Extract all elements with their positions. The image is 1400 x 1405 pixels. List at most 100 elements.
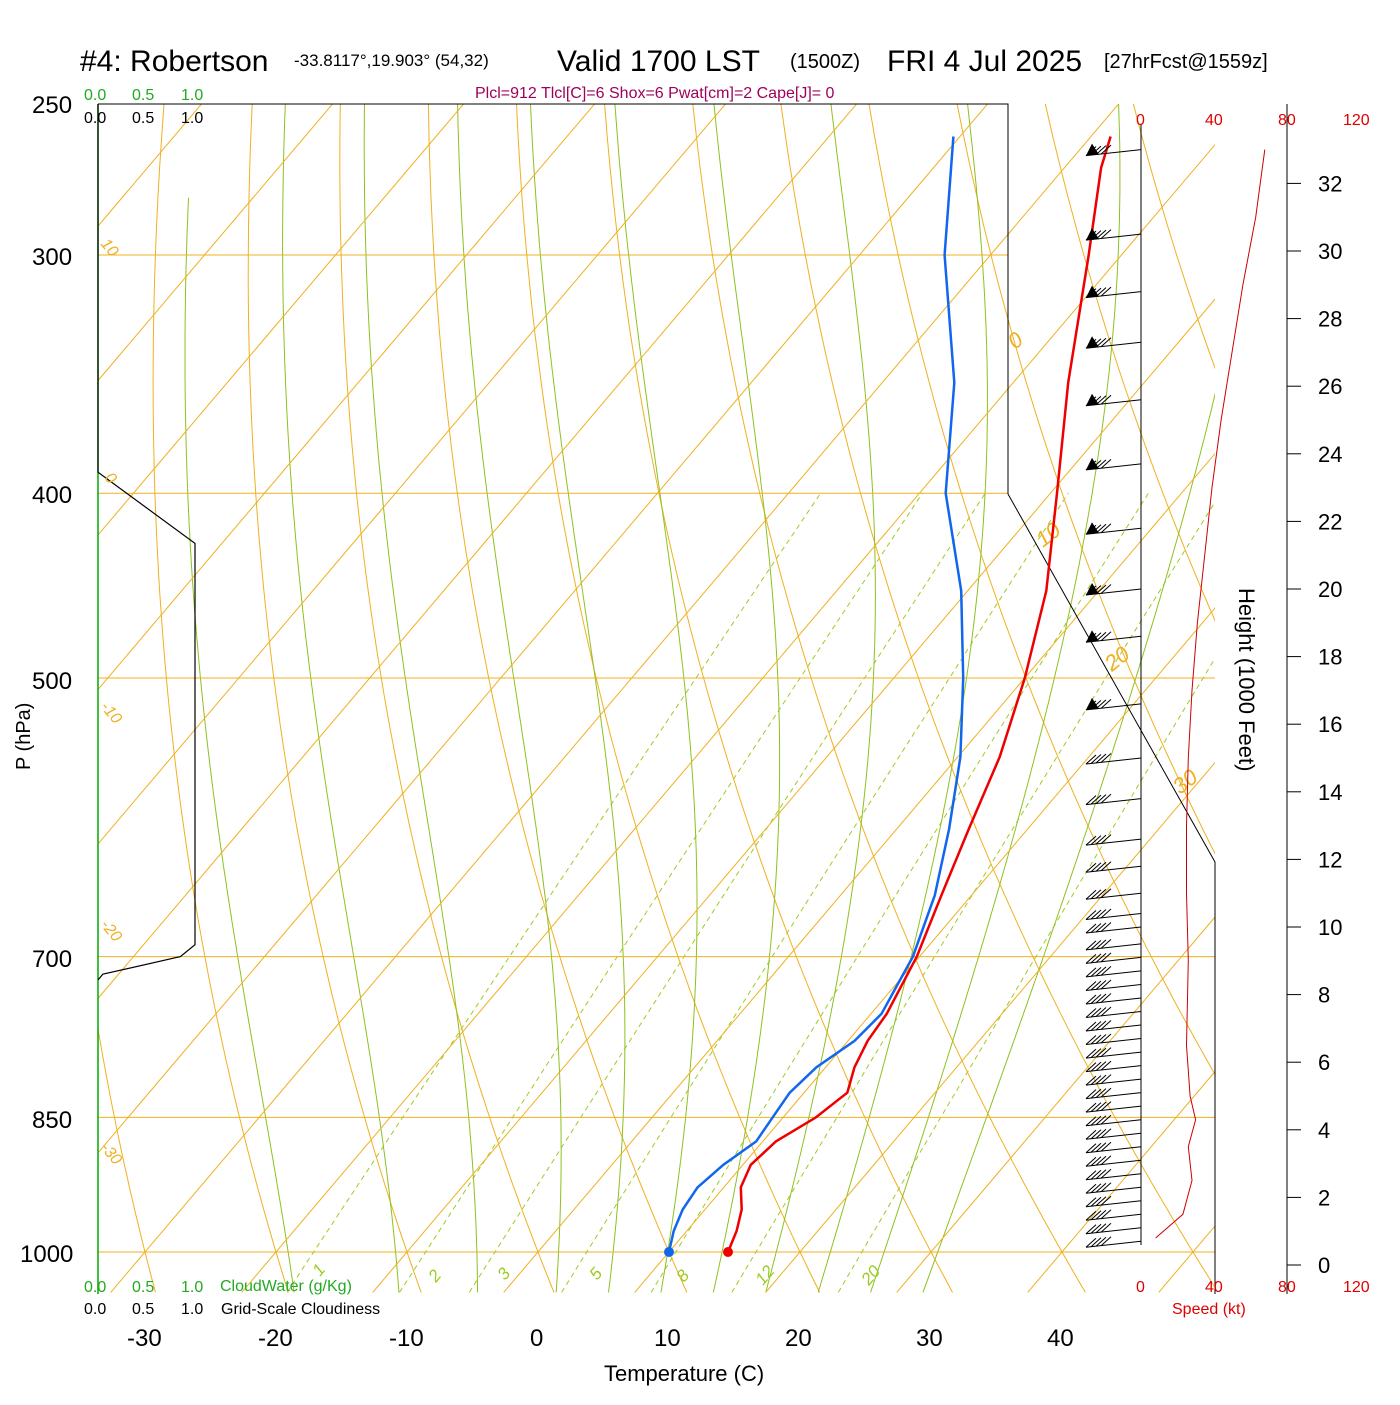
isotherm-line — [896, 916, 1215, 1293]
isotherm-line — [1027, 1070, 1215, 1293]
wind-barb — [1085, 888, 1142, 900]
wind-barb — [1085, 393, 1142, 407]
cloudiness-top-tick-2: 1.0 — [181, 110, 203, 127]
stability-indices: Plcl=912 Tlcl[C]=6 Shox=6 Pwat[cm]=2 Cap… — [475, 85, 835, 102]
isotherm-line — [98, 104, 858, 1000]
pressure-tick-0: 250 — [32, 92, 72, 119]
speed-bottom-tick-120: 120 — [1343, 1279, 1370, 1296]
wind-barb — [1085, 1141, 1142, 1154]
moist-adiabat-line — [870, 104, 1121, 1293]
mixing-label-1: 1 — [309, 1260, 330, 1279]
speed-top-tick-80: 80 — [1278, 112, 1296, 129]
wind-barb — [1085, 522, 1142, 535]
wind-barb — [1085, 1047, 1142, 1059]
wind-barb — [1085, 1006, 1142, 1018]
wind-barb — [1085, 979, 1142, 991]
mixing-ratio-lines — [286, 492, 1215, 1293]
wind-barb — [1085, 457, 1142, 471]
moist-adiabat-line — [282, 104, 400, 1293]
pressure-tick-4: 700 — [32, 946, 72, 973]
height-tick-label: 30 — [1318, 239, 1342, 264]
sounding-points — [664, 1247, 733, 1257]
wind-barb — [1085, 1209, 1142, 1221]
dewpoint-line — [667, 136, 965, 1253]
cloud-water-bottom-tick-1: 0.5 — [132, 1279, 154, 1296]
temperature-line — [726, 136, 1112, 1253]
wind-barb — [1085, 1101, 1142, 1113]
mixing-ratio-line — [837, 657, 1215, 1293]
height-axis-title: Height (1000 Feet) — [1234, 588, 1259, 771]
wind-barb — [1085, 966, 1142, 978]
valid-time: Valid 1700 LST — [557, 45, 760, 78]
height-tick-label: 8 — [1318, 983, 1330, 1008]
isotherm-label-30: 30 — [1168, 764, 1203, 799]
temp-tick-6: 30 — [916, 1325, 943, 1352]
mixing-ratio-line — [561, 492, 1069, 1293]
x-axis-title: Temperature (C) — [604, 1361, 764, 1386]
pressure-tick-5: 850 — [32, 1107, 72, 1134]
speed-bottom-tick-40: 40 — [1205, 1279, 1223, 1296]
temp-tick-7: 40 — [1047, 1325, 1074, 1352]
dry-adiabat-line — [692, 104, 1086, 1293]
height-tick-label: 24 — [1318, 442, 1342, 467]
cloud-top-axis: 0.0 0.5 1.0 0.0 0.5 1.0 — [84, 87, 203, 127]
temp-tick-1: -20 — [258, 1325, 293, 1352]
wind-barbs — [1085, 143, 1142, 1248]
mixing-ratio-labels: 1 2 3 5 8 12 20 — [309, 1260, 885, 1289]
isotherm-label-0: 0 — [1003, 326, 1029, 354]
speed-axis-bottom: 0 40 80 120 Speed (kt) — [1136, 1279, 1370, 1318]
left-label-minus20: -20 — [97, 917, 125, 946]
isotherms — [98, 104, 1215, 1293]
dry-adiabat-line — [0, 70, 23, 1292]
isotherm-labels: 0 10 20 30 — [1003, 326, 1203, 799]
cloud-water-label: CloudWater (g/Kg) — [220, 1278, 352, 1295]
height-tick-label: 28 — [1318, 307, 1342, 332]
cloud-water-top-tick-2: 1.0 — [181, 87, 203, 104]
height-tick-label: 6 — [1318, 1050, 1330, 1075]
cloudiness-top-tick-0: 0.0 — [84, 110, 106, 127]
moist-adiabat-line — [184, 197, 295, 1293]
dry-adiabat-line — [152, 104, 289, 1293]
height-tick-label: 2 — [1318, 1185, 1330, 1210]
temp-tick-5: 20 — [785, 1325, 812, 1352]
height-tick-label: 26 — [1318, 374, 1342, 399]
dry-adiabat-line — [1044, 104, 1215, 622]
speed-axis-title: Speed (kt) — [1172, 1301, 1246, 1318]
height-tick-label: 12 — [1318, 847, 1342, 872]
temperature-axis: -30 -20 -10 0 10 20 30 40 — [127, 1325, 1074, 1352]
cloudiness-bottom-tick-0: 0.0 — [84, 1301, 106, 1318]
moist-adiabat-line — [922, 392, 1215, 1293]
wind-barb — [1085, 1060, 1142, 1073]
wind-barb — [1085, 939, 1142, 951]
wind-barb — [1085, 908, 1142, 920]
isotherm-line — [98, 104, 989, 1154]
wind-barb — [1085, 1128, 1142, 1140]
temp-tick-4: 10 — [654, 1325, 681, 1352]
mixing-label-12: 12 — [752, 1261, 779, 1288]
mixing-label-5: 5 — [586, 1264, 607, 1284]
dry-adiabat-line — [339, 104, 555, 1293]
speed-bottom-tick-0: 0 — [1136, 1279, 1145, 1296]
mixing-label-2: 2 — [424, 1266, 446, 1287]
isotherm-line — [372, 298, 1215, 1293]
isotherm-line — [765, 761, 1215, 1293]
isotherm-label-20: 20 — [1099, 641, 1135, 677]
wind-barb — [1085, 583, 1142, 596]
height-tick-label: 0 — [1318, 1253, 1330, 1278]
moist-adiabat-line — [712, 104, 781, 1293]
mixing-ratio-line — [650, 492, 1149, 1293]
dry-adiabat-line — [868, 104, 1215, 1076]
height-tick-label: 14 — [1318, 780, 1342, 805]
speed-top-tick-120: 120 — [1343, 112, 1370, 129]
left-label-minus10: -10 — [97, 699, 125, 728]
height-tick-label: 18 — [1318, 645, 1342, 670]
surface-dewpoint-point — [664, 1247, 674, 1257]
wind-barb — [1085, 793, 1142, 806]
isotherm-line — [503, 452, 1215, 1293]
mixing-ratio-line — [399, 492, 923, 1293]
mixing-label-20: 20 — [857, 1261, 885, 1289]
isotherm-line — [98, 104, 334, 382]
surface-temperature-point — [723, 1247, 733, 1257]
